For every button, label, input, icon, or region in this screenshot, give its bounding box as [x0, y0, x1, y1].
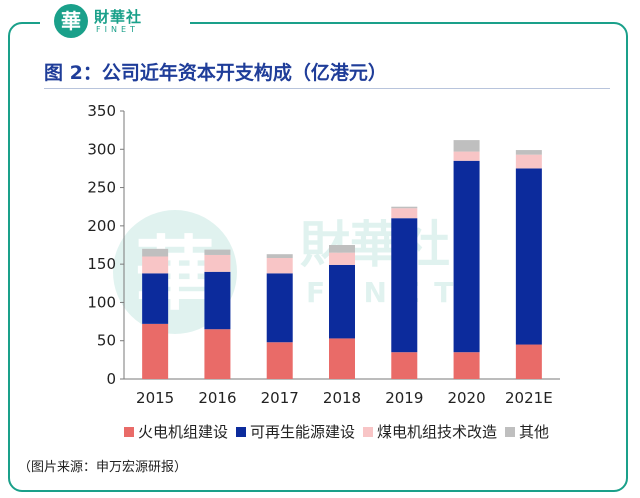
bar-segment — [329, 264, 355, 339]
logo-name: 財華社 — [94, 8, 143, 26]
bar-segment — [142, 273, 169, 324]
legend-item: 火电机组建设 — [124, 421, 228, 442]
y-tick-label: 300 — [87, 140, 116, 158]
x-tick-label: 2019 — [385, 389, 423, 407]
watermark-name: 財華社 — [300, 215, 450, 274]
bar-segment — [515, 154, 542, 169]
y-tick-label: 100 — [87, 293, 116, 311]
title-divider — [44, 88, 610, 89]
legend-item: 可再生能源建设 — [236, 421, 355, 442]
bar-segment — [204, 254, 231, 272]
x-tick-label: 2015 — [136, 389, 174, 407]
y-tick-label: 50 — [97, 332, 116, 350]
bar-segment — [391, 218, 418, 353]
y-tick-label: 150 — [87, 255, 116, 273]
bar-segment — [453, 160, 480, 353]
bar-segment — [266, 254, 293, 259]
legend-swatch — [363, 426, 374, 437]
chart-title: 图 2：公司近年资本开支构成（亿港元） — [44, 62, 387, 84]
x-tick-label: 2016 — [198, 389, 236, 407]
bar-segment — [453, 151, 480, 161]
y-tick-label: 200 — [87, 217, 116, 235]
source-note: （图片来源：申万宏源研报） — [18, 460, 188, 475]
bar-segment — [453, 140, 480, 152]
bar-segment — [515, 168, 542, 345]
bar-segment — [515, 150, 542, 155]
x-tick-label: 2020 — [447, 389, 485, 407]
x-tick-label: 2021E — [505, 389, 553, 407]
x-tick-label: 2018 — [323, 389, 361, 407]
bar-segment — [329, 252, 355, 265]
bars — [142, 140, 542, 379]
legend-label: 煤电机组技术改造 — [377, 423, 498, 441]
legend-label: 可再生能源建设 — [250, 423, 356, 441]
bar-segment — [204, 271, 231, 330]
y-tick-label: 0 — [106, 370, 116, 388]
bar-segment — [142, 256, 169, 274]
finet-logo: 華 財華社 FINET — [40, 0, 190, 44]
bar-segment — [204, 249, 231, 255]
bar-segment — [266, 342, 293, 379]
bar-segment — [391, 208, 418, 219]
bar-segment — [142, 248, 169, 257]
legend-swatch — [236, 426, 247, 437]
legend-swatch — [124, 426, 134, 437]
y-tick-label: 250 — [87, 179, 116, 197]
bar-segment — [329, 245, 355, 253]
logo-badge: 華 — [54, 4, 88, 38]
y-tick-label: 350 — [87, 102, 116, 120]
legend-label: 其他 — [519, 423, 550, 441]
axes: 0 50 100 150 200 250 300 350 2015 2016 2017 2018 201… — [87, 102, 560, 407]
legend-swatch — [505, 426, 516, 437]
bar-segment — [266, 258, 293, 274]
bar-segment — [266, 273, 293, 343]
bar-segment — [391, 206, 418, 209]
bar-segment — [391, 352, 418, 379]
bar-segment — [204, 329, 231, 379]
bar-segment — [515, 344, 542, 379]
bar-segment — [142, 323, 169, 379]
logo-sub: FINET — [96, 25, 139, 34]
bar-segment — [329, 338, 355, 379]
legend-item: 煤电机组技术改造 — [363, 421, 497, 442]
chart-legend: 火电机组建设 可再生能源建设 煤电机组技术改造 其他 — [124, 421, 557, 442]
legend-item: 其他 — [505, 421, 549, 442]
bar-segment — [453, 352, 480, 379]
legend-label: 火电机组建设 — [138, 423, 229, 441]
x-tick-label: 2017 — [261, 389, 299, 407]
